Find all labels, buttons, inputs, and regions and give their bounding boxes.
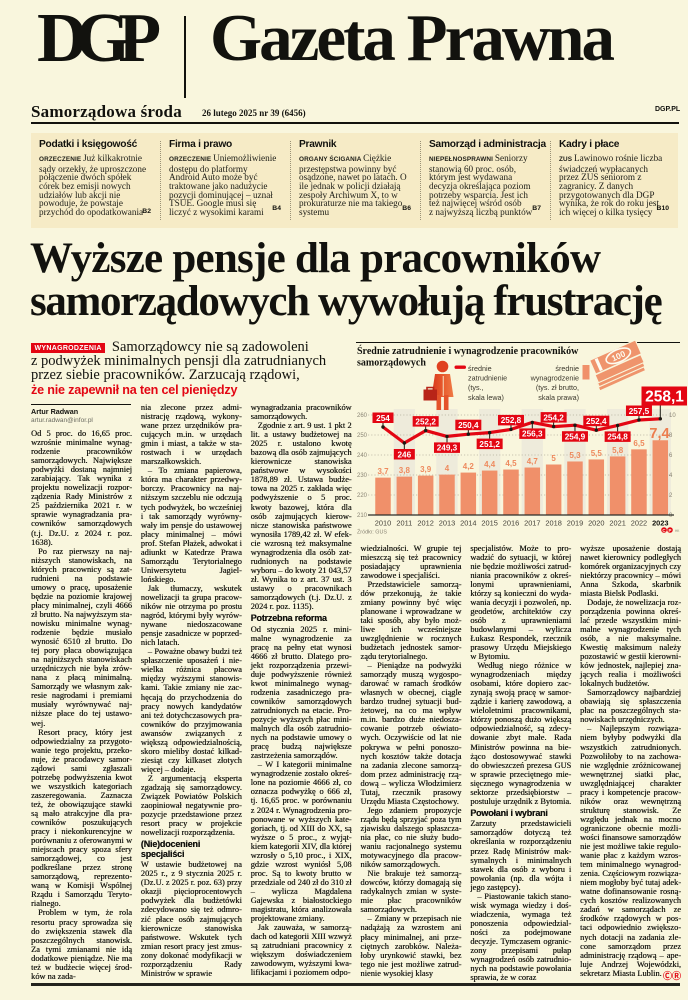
svg-text:2023: 2023	[652, 519, 668, 528]
svg-text:4: 4	[669, 473, 673, 479]
svg-text:2020: 2020	[588, 519, 604, 528]
svg-text:5,5: 5,5	[591, 449, 603, 458]
svg-text:230: 230	[357, 473, 368, 479]
svg-text:Źródło: GUS: Źródło: GUS	[357, 529, 387, 536]
svg-text:258,1: 258,1	[645, 389, 684, 406]
svg-text:2022: 2022	[631, 519, 647, 528]
svg-text:wynagrodzenie: wynagrodzenie	[530, 374, 579, 383]
svg-text:254,2: 254,2	[543, 413, 564, 422]
svg-text:2013: 2013	[439, 519, 455, 528]
svg-text:4,2: 4,2	[463, 462, 475, 471]
svg-text:3,9: 3,9	[420, 465, 432, 474]
svg-text:4,4: 4,4	[484, 460, 496, 469]
svg-text:skala prawa): skala prawa)	[538, 393, 579, 402]
svg-text:240: 240	[357, 453, 368, 459]
svg-text:5: 5	[551, 454, 556, 463]
svg-text:2011: 2011	[396, 519, 412, 528]
svg-text:254,9: 254,9	[565, 433, 586, 442]
svg-text:Średnie zatrudnienie i wynagro: Średnie zatrudnienie i wynagrodzenie pra…	[357, 345, 579, 357]
svg-text:2016: 2016	[503, 519, 519, 528]
svg-text:254: 254	[376, 414, 390, 423]
svg-text:3,8: 3,8	[399, 466, 411, 475]
svg-text:220: 220	[357, 493, 368, 499]
svg-text:8: 8	[669, 433, 673, 439]
svg-text:252,2: 252,2	[415, 417, 436, 426]
svg-text:samorządowych: samorządowych	[357, 358, 426, 369]
svg-text:6: 6	[669, 453, 673, 459]
svg-text:2021: 2021	[609, 519, 625, 528]
svg-text:średnie: średnie	[555, 364, 579, 373]
svg-text:C: C	[662, 528, 666, 533]
svg-text:(tys. zł brutto,: (tys. zł brutto,	[536, 383, 579, 392]
svg-text:256,3: 256,3	[522, 430, 543, 439]
svg-text:4,5: 4,5	[505, 459, 517, 468]
svg-text:P: P	[669, 528, 672, 533]
svg-text:2012: 2012	[417, 519, 433, 528]
svg-text:5,3: 5,3	[569, 451, 581, 460]
svg-text:7,4: 7,4	[649, 426, 669, 442]
svg-text:HK: HK	[675, 529, 680, 533]
svg-text:260: 260	[357, 413, 368, 419]
svg-text:6,5: 6,5	[633, 439, 645, 448]
svg-text:2014: 2014	[460, 519, 476, 528]
svg-text:210: 210	[357, 513, 368, 519]
svg-text:252,4: 252,4	[586, 417, 607, 426]
svg-text:257,5: 257,5	[629, 407, 650, 416]
svg-text:252,8: 252,8	[501, 416, 522, 425]
svg-text:2018: 2018	[545, 519, 561, 528]
svg-text:4,7: 4,7	[527, 457, 539, 466]
svg-text:skala lewa): skala lewa)	[468, 393, 504, 402]
svg-text:246: 246	[397, 450, 411, 459]
svg-text:2010: 2010	[375, 519, 391, 528]
svg-text:średnie: średnie	[468, 364, 492, 373]
svg-text:0: 0	[669, 513, 673, 519]
svg-text:10: 10	[669, 413, 676, 419]
svg-text:250,4: 250,4	[458, 421, 479, 430]
svg-text:3,7: 3,7	[377, 467, 389, 476]
svg-text:2017: 2017	[524, 519, 540, 528]
svg-text:249,3: 249,3	[437, 444, 458, 453]
svg-text:4: 4	[445, 464, 450, 473]
svg-text:251,2: 251,2	[479, 440, 500, 449]
svg-text:254,8: 254,8	[607, 433, 628, 442]
svg-text:250: 250	[357, 433, 368, 439]
svg-text:2: 2	[669, 493, 673, 499]
svg-text:2015: 2015	[481, 519, 497, 528]
svg-text:zatrudnienie: zatrudnienie	[468, 374, 507, 383]
svg-text:(tys.,: (tys.,	[468, 383, 484, 392]
svg-text:5,8: 5,8	[612, 446, 624, 455]
svg-text:2019: 2019	[567, 519, 583, 528]
